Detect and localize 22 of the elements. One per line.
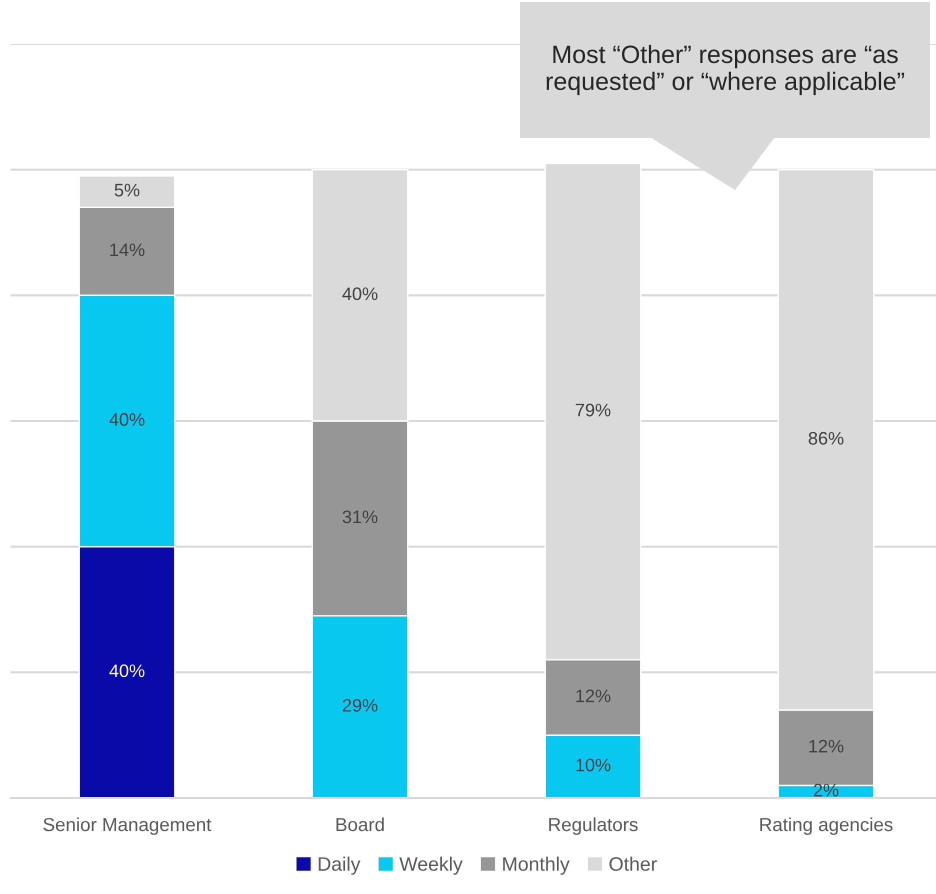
data-label: 40% — [109, 413, 144, 426]
data-label: 40% — [342, 287, 378, 300]
x-tick-label: Board — [336, 817, 384, 832]
legend-label: Weekly — [399, 856, 463, 875]
data-label: 5% — [114, 184, 140, 197]
x-tick-label: Senior Management — [43, 817, 212, 835]
data-label: 12% — [809, 740, 844, 753]
data-label: 40% — [109, 664, 144, 678]
x-tick-label: Regulators — [549, 817, 638, 835]
data-label: 2% — [814, 784, 838, 796]
data-label: 29% — [342, 698, 378, 712]
legend-label: Other — [609, 856, 657, 871]
data-label: 12% — [576, 690, 610, 702]
data-label: 79% — [576, 404, 610, 416]
data-label: 10% — [576, 758, 610, 772]
data-label: 14% — [110, 243, 144, 256]
data-label: 31% — [342, 510, 378, 524]
data-label: 86% — [808, 432, 844, 445]
x-tick-label: Rating agencies — [760, 817, 893, 835]
legend-label: Monthly — [503, 856, 570, 875]
annotation: Most “Other” responses are “as requested” or “where applicable” — [546, 44, 904, 96]
legend-label: Daily — [318, 856, 360, 875]
